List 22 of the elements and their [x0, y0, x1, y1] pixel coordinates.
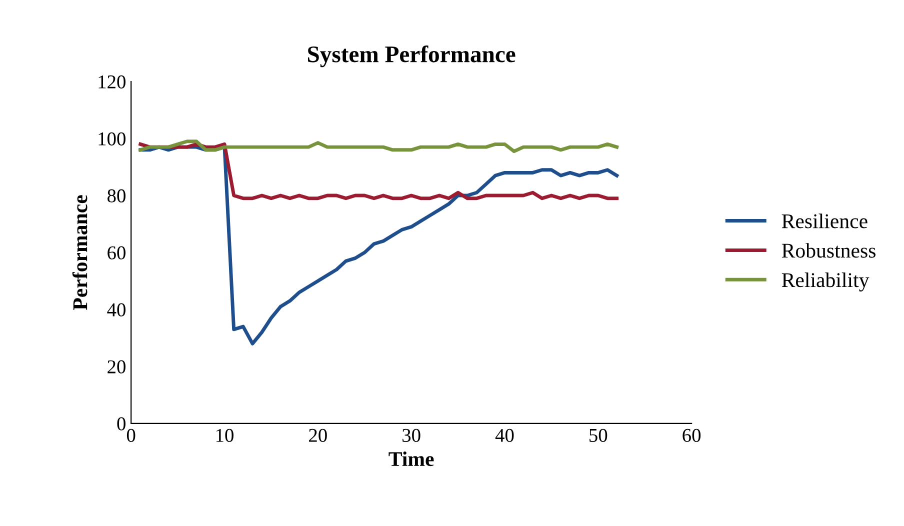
legend-label: Robustness	[782, 243, 876, 258]
line-series	[138, 140, 619, 154]
y-tick-label: 0	[117, 417, 126, 430]
x-tick-label: 0	[126, 428, 136, 442]
x-axis-title: Time	[388, 451, 434, 466]
chart-title: System Performance	[308, 45, 516, 68]
legend-label: Resilience	[782, 214, 868, 228]
x-tick-label: 20	[309, 428, 327, 442]
x-tick-label: 40	[495, 428, 514, 442]
y-tick-label: 40	[107, 303, 126, 316]
y-tick-label: 120	[98, 75, 126, 88]
y-tick-label: 60	[108, 246, 126, 260]
y-tick-label: 100	[98, 132, 126, 146]
line-series	[138, 142, 619, 200]
x-tick-label: 10	[216, 428, 234, 442]
x-tick-label: 30	[402, 428, 420, 442]
y-tick-label: 80	[108, 189, 126, 202]
y-axis-title: Performance	[72, 195, 88, 310]
y-tick-label: 20	[108, 360, 126, 374]
legend-label: Reliability	[782, 272, 870, 292]
x-tick-label: 60	[682, 428, 701, 442]
x-tick-label: 50	[590, 428, 608, 442]
